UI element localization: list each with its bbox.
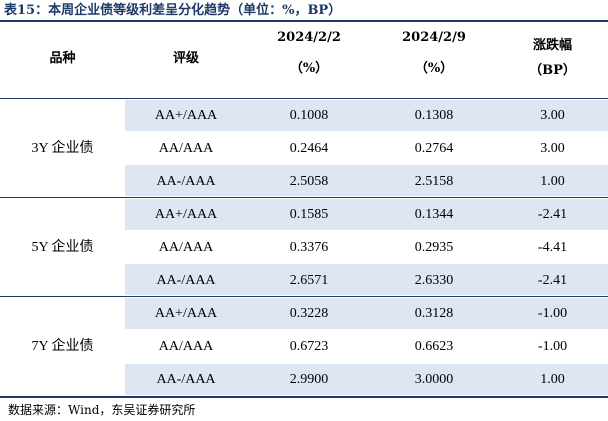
grade-cell: AA/AAA: [158, 141, 214, 156]
grade-cell: AA/AAA: [158, 240, 214, 255]
kind-3y: 3Y 企业债: [31, 141, 94, 156]
grade-cell: AA-/AAA: [156, 174, 216, 189]
row-shade: [125, 298, 608, 329]
change-value: -1.00: [537, 306, 568, 321]
change-value: -1.00: [537, 339, 568, 354]
header-kind: 品种: [49, 51, 76, 66]
header-change: 涨跌幅 （BP）: [497, 34, 608, 78]
header-date1: 2024/2/2 （%）: [247, 30, 371, 76]
date2-value: 0.6623: [414, 339, 454, 354]
table-title: 表15：本周企业债等级利差呈分化趋势（单位：%，BP）: [4, 3, 342, 18]
row-shade: [125, 199, 608, 230]
date1-value: 2.6571: [289, 273, 329, 288]
grade-cell: AA+/AAA: [154, 306, 218, 321]
change-value: 1.00: [540, 372, 565, 387]
date2-value: 2.6330: [414, 273, 454, 288]
row-shade: [125, 165, 608, 196]
date1-value: 0.1585: [289, 207, 329, 222]
change-value: 3.00: [540, 108, 565, 123]
date2-value: 0.3128: [414, 306, 454, 321]
header-date1-unit: （%）: [289, 61, 329, 76]
change-value: -4.41: [537, 240, 568, 255]
header-date2-unit: （%）: [414, 61, 454, 76]
change-value: 1.00: [540, 174, 565, 189]
header-date1-label: 2024/2/2: [277, 30, 341, 45]
header-change-label: 涨跌幅: [532, 38, 572, 53]
date2-value: 3.0000: [414, 372, 454, 387]
header-date2: 2024/2/9 （%）: [371, 30, 497, 76]
row-shade: [125, 100, 608, 131]
bottom-rule: [0, 396, 608, 398]
date2-value: 0.2764: [414, 141, 454, 156]
date2-value: 0.2935: [414, 240, 454, 255]
top-rule: [0, 20, 608, 22]
grade-cell: AA+/AAA: [154, 108, 218, 123]
kind-5y: 5Y 企业债: [31, 240, 94, 255]
date1-value: 0.3376: [289, 240, 329, 255]
row-shade: [125, 364, 608, 395]
date1-value: 2.9900: [289, 372, 329, 387]
date1-value: 0.3228: [289, 306, 329, 321]
grade-cell: AA-/AAA: [156, 372, 216, 387]
date2-value: 0.1308: [414, 108, 454, 123]
group-rule: [0, 197, 608, 198]
row-shade: [125, 264, 608, 295]
date1-value: 0.2464: [289, 141, 329, 156]
kind-7y: 7Y 企业债: [31, 339, 94, 354]
change-value: -2.41: [537, 207, 568, 222]
header-grade: 评级: [172, 51, 199, 66]
date1-value: 0.6723: [289, 339, 329, 354]
change-value: -2.41: [537, 273, 568, 288]
date1-value: 2.5058: [289, 174, 329, 189]
group-rule: [0, 296, 608, 297]
grade-cell: AA/AAA: [158, 339, 214, 354]
date2-value: 2.5158: [414, 174, 454, 189]
header-date2-label: 2024/2/9: [402, 30, 466, 45]
header-change-unit: （BP）: [529, 63, 576, 78]
grade-cell: AA-/AAA: [156, 273, 216, 288]
source-note: 数据来源：Wind，东吴证券研究所: [8, 403, 196, 417]
grade-cell: AA+/AAA: [154, 207, 218, 222]
date1-value: 0.1008: [289, 108, 329, 123]
header-rule: [0, 98, 608, 99]
change-value: 3.00: [540, 141, 565, 156]
date2-value: 0.1344: [414, 207, 454, 222]
